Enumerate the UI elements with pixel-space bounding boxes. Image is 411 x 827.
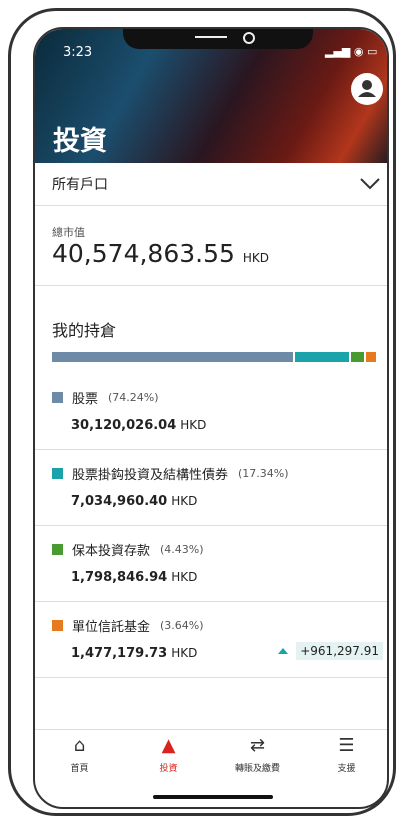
holding-header: 股票掛鈎投資及結構性債券 (17.34%)	[52, 464, 289, 483]
screen: 3:23 ▂▄▆ ◉ ▭ 投資 所有戶口 總市值 40,574,863.55 H…	[33, 27, 389, 809]
holding-name: 保本投資存款	[72, 540, 150, 559]
holding-name: 股票掛鈎投資及結構性債券	[72, 464, 228, 483]
nav-label: 轉賬及繳費	[213, 761, 302, 774]
status-time: 3:23	[63, 45, 92, 60]
nav-item[interactable]: ▲ 投資	[124, 735, 213, 774]
holding-percent: (74.24%)	[108, 391, 159, 404]
holding-header: 單位信託基金 (3.64%)	[52, 616, 204, 635]
holdings-list: 股票 (74.24%) 30,120,026.04 HKD 股票掛鈎投資及結構性債券 (1…	[35, 374, 389, 678]
chevron[interactable]	[359, 177, 381, 191]
holding-row[interactable]: 單位信託基金 (3.64%) 1,477,179.73 HKD +961,297.91	[35, 602, 389, 678]
holding-amount: 1,798,846.94 HKD	[71, 570, 197, 585]
nav-item[interactable]: ⌂ 首頁	[35, 735, 124, 774]
currency: HKD	[180, 418, 206, 433]
nav-label: 支援	[302, 761, 389, 774]
nav-icon: ☰	[302, 735, 389, 759]
nav-item[interactable]: ☰ 支援	[302, 735, 389, 774]
amount: 30,120,026.04	[71, 418, 176, 433]
status-icons: ▂▄▆ ◉ ▭	[325, 45, 377, 58]
holdings-title: 我的持倉	[52, 317, 116, 341]
currency: HKD	[243, 251, 269, 265]
currency: HKD	[171, 570, 197, 585]
market-value: 40,574,863.55 HKD	[52, 239, 269, 268]
nav-item[interactable]: ⇄ 轉賬及繳費	[213, 735, 302, 774]
allocation-segment	[295, 352, 352, 362]
nav-label: 首頁	[35, 761, 124, 774]
home-indicator	[153, 795, 273, 799]
allocation-bar	[52, 352, 379, 362]
nav-icon: ⌂	[35, 735, 124, 759]
holding-header: 股票 (74.24%)	[52, 388, 159, 407]
holding-row[interactable]: 股票掛鈎投資及結構性債券 (17.34%) 7,034,960.40 HKD	[35, 450, 389, 526]
amount: 7,034,960.40	[71, 494, 167, 509]
amount: 1,477,179.73	[71, 646, 167, 661]
amount: 40,574,863.55	[52, 239, 235, 268]
nav-icon: ⇄	[213, 735, 302, 759]
holding-name: 股票	[72, 388, 98, 407]
holding-amount: 30,120,026.04 HKD	[71, 418, 206, 433]
holding-header: 保本投資存款 (4.43%)	[52, 540, 204, 559]
holding-row[interactable]: 股票 (74.24%) 30,120,026.04 HKD	[35, 374, 389, 450]
holding-percent: (17.34%)	[238, 467, 289, 480]
holding-amount: 1,477,179.73 HKD	[71, 646, 197, 661]
nav-label: 投資	[124, 761, 213, 774]
holding-percent: (3.64%)	[160, 619, 204, 632]
page: 3:23 ▂▄▆ ◉ ▭ 投資 所有戶口 總市值 40,574,863.55 H…	[0, 0, 411, 827]
up-arrow	[278, 648, 288, 654]
color-swatch	[52, 544, 63, 555]
amount: 1,798,846.94	[71, 570, 167, 585]
holding-amount: 7,034,960.40 HKD	[71, 494, 197, 509]
allocation-segment	[366, 352, 378, 362]
color-swatch	[52, 392, 63, 403]
currency: HKD	[171, 494, 197, 509]
change-badge: +961,297.91	[278, 642, 383, 660]
nav-icon: ▲	[124, 735, 213, 759]
color-swatch	[52, 468, 63, 479]
allocation-segment	[351, 352, 365, 362]
page-title: 投資	[53, 119, 107, 158]
holding-row[interactable]: 保本投資存款 (4.43%) 1,798,846.94 HKD	[35, 526, 389, 602]
bottom-nav: ⌂ 首頁▲ 投資⇄ 轉賬及繳費☰ 支援	[35, 735, 389, 774]
profile-button[interactable]	[351, 73, 383, 105]
account-selector[interactable]: 所有戶口	[52, 174, 108, 194]
notch	[123, 27, 313, 49]
color-swatch	[52, 620, 63, 631]
allocation-segment	[52, 352, 295, 362]
currency: HKD	[171, 646, 197, 661]
holding-name: 單位信託基金	[72, 616, 150, 635]
market-value-label: 總市值	[52, 224, 85, 240]
change-amount: +961,297.91	[296, 642, 383, 660]
holding-percent: (4.43%)	[160, 543, 204, 556]
